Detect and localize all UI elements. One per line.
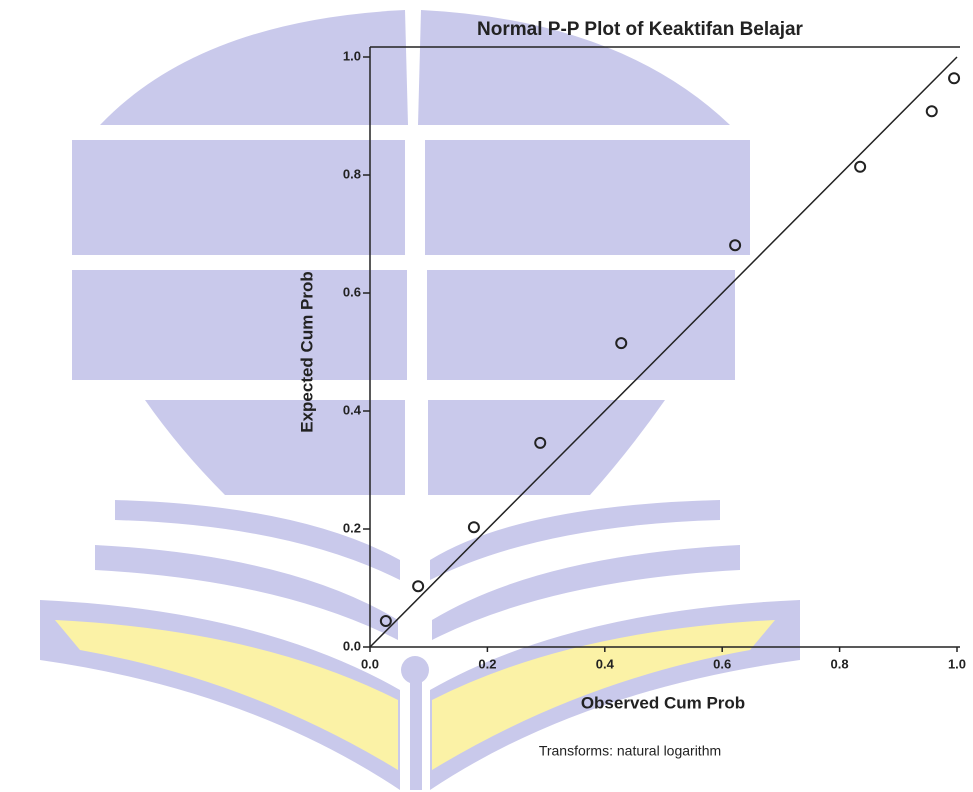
x-tick-label: 0.4 (596, 656, 615, 671)
point (927, 106, 937, 116)
y-tick-label: 0.0 (343, 638, 361, 653)
point (855, 162, 865, 172)
chart-title: Normal P-P Plot of Keaktifan Belajar (477, 19, 804, 40)
x-tick-label: 0.8 (831, 656, 849, 671)
x-tick-label: 0.2 (478, 656, 496, 671)
x-axis-label: Observed Cum Prob (581, 693, 745, 712)
y-axis-label: Expected Cum Prob (297, 271, 316, 433)
y-tick-label: 0.6 (343, 284, 361, 299)
y-tick-label: 0.8 (343, 166, 361, 181)
watermark (40, 10, 800, 790)
x-tick-label: 1.0 (948, 656, 966, 671)
y-tick-label: 0.2 (343, 520, 361, 535)
point (469, 522, 479, 532)
x-tick-label: 0.6 (713, 656, 731, 671)
point (413, 581, 423, 591)
point (949, 73, 959, 83)
chart: Normal P-P Plot of Keaktifan Belajar Obs… (0, 0, 973, 792)
y-tick-label: 0.4 (343, 402, 362, 417)
y-tick-label: 1.0 (343, 48, 361, 63)
x-tick-label: 0.0 (361, 656, 379, 671)
note: Transforms: natural logarithm (539, 743, 721, 759)
